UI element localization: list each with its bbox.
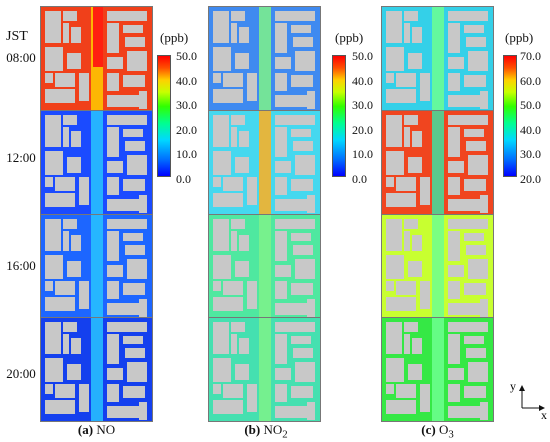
colorbar-tick: 0.0	[352, 171, 367, 186]
axis-y-label: y	[510, 380, 516, 393]
colorbar-o3	[503, 55, 517, 177]
colorbar-tick: 40.0	[520, 122, 541, 137]
caption-o3-subscript: 3	[448, 428, 454, 441]
colorbar-tick: 20.0	[520, 171, 541, 186]
axis-x-label: x	[541, 408, 547, 420]
map-no2-0800	[208, 6, 321, 111]
time-label-1600: 16:00	[6, 258, 36, 273]
map-no2-1600	[208, 214, 321, 319]
colorbar-no	[157, 55, 171, 177]
colorbar-no2	[332, 55, 346, 177]
map-o3-1600	[381, 214, 494, 319]
colorbar-tick: 10.0	[352, 147, 373, 161]
map-o3-2000	[381, 317, 494, 422]
map-no-0800	[40, 6, 153, 111]
map-no-1200	[40, 110, 153, 215]
colorbar-tick: 30.0	[176, 98, 197, 112]
caption-o3-label: O	[438, 422, 449, 437]
caption-o3: (c) O3	[381, 422, 494, 441]
map-o3-0800	[381, 6, 494, 111]
colorbar-no2-unit: (ppb)	[335, 30, 364, 45]
caption-o3-letter: (c)	[421, 422, 436, 437]
caption-no: (a) NO	[40, 422, 153, 438]
caption-no-letter: (a)	[77, 422, 94, 437]
time-label-0800: 08:00	[6, 50, 36, 65]
colorbar-tick: 50.0	[520, 98, 541, 112]
caption-no2-subscript: 2	[282, 428, 288, 441]
colorbar-tick: 20.0	[176, 122, 197, 137]
colorbar-tick: 30.0	[520, 147, 541, 161]
caption-no-label: NO	[96, 422, 116, 437]
colorbar-tick: 0.0	[176, 171, 191, 186]
time-label-1200: 12:00	[6, 150, 36, 165]
axes-indicator: y x	[510, 380, 547, 420]
timezone-label: JST	[6, 29, 28, 44]
colorbar-tick: 60.0	[520, 73, 541, 88]
map-no-2000	[40, 317, 153, 422]
caption-no2: (b) NO2	[208, 422, 324, 441]
colorbar-tick: 20.0	[352, 122, 373, 137]
map-o3-1200	[381, 110, 494, 215]
colorbar-tick: 40.0	[352, 73, 373, 88]
map-no-1600	[40, 214, 153, 319]
map-no2-2000	[208, 317, 321, 422]
caption-no2-label: NO	[263, 422, 283, 437]
map-no2-1200	[208, 110, 321, 215]
colorbar-tick: 10.0	[176, 147, 197, 161]
colorbar-tick: 70.0	[520, 49, 541, 63]
colorbar-tick: 30.0	[352, 98, 373, 112]
caption-no2-letter: (b)	[244, 422, 261, 437]
colorbar-o3-unit: (ppb)	[505, 30, 534, 45]
colorbar-tick: 40.0	[176, 73, 197, 88]
colorbar-tick: 50.0	[176, 49, 197, 63]
time-label-2000: 20:00	[6, 366, 36, 381]
colorbar-no-unit: (ppb)	[160, 30, 189, 45]
colorbar-tick: 50.0	[352, 49, 373, 63]
